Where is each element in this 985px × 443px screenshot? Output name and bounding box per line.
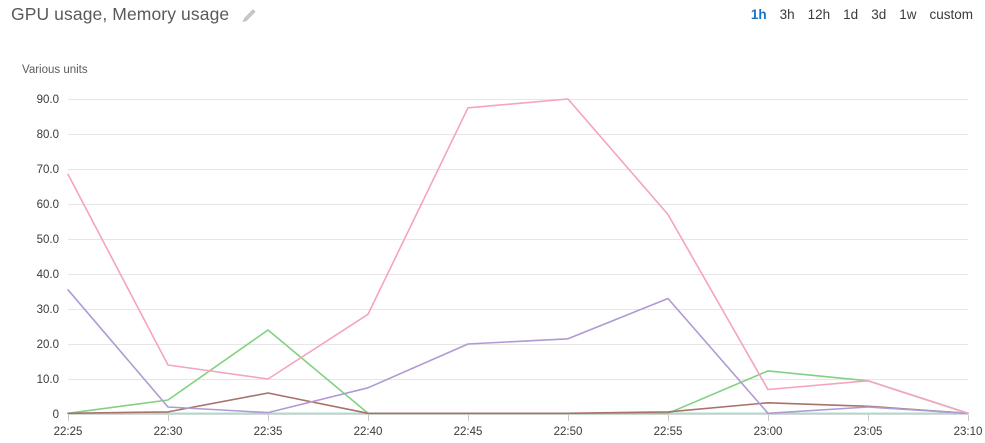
series-line-pink-series: [67, 98, 969, 415]
chart-header: GPU usage, Memory usage 1h 3h 12h 1d 3d …: [0, 0, 985, 34]
y-axis-tick-label: 0: [53, 409, 59, 421]
range-option-custom[interactable]: custom: [929, 7, 973, 22]
x-axis-tick-label: 23:05: [854, 426, 883, 438]
title-group: GPU usage, Memory usage: [11, 4, 257, 25]
pencil-icon[interactable]: [241, 8, 257, 24]
series-line-brown-series: [67, 392, 969, 415]
y-axis-tick-label: 20.0: [37, 339, 59, 351]
y-axis-tick-label: 60.0: [37, 199, 59, 211]
range-option-3h[interactable]: 3h: [779, 7, 795, 22]
y-axis-units-label: Various units: [22, 64, 88, 76]
x-axis-tick-label: 22:45: [454, 426, 483, 438]
x-axis-tick-label: 22:55: [654, 426, 683, 438]
range-option-3d[interactable]: 3d: [871, 7, 887, 22]
range-option-1d[interactable]: 1d: [843, 7, 859, 22]
y-axis-tick-label: 90.0: [37, 94, 59, 106]
y-axis-tick-label: 40.0: [37, 269, 59, 281]
x-axis-tick-label: 23:00: [754, 426, 783, 438]
x-axis-tick-label: 22:40: [354, 426, 383, 438]
y-axis-tick-label: 30.0: [37, 304, 59, 316]
x-axis-tick-label: 22:30: [154, 426, 183, 438]
y-axis-tick-label: 80.0: [37, 129, 59, 141]
y-axis-tick-label: 10.0: [37, 374, 59, 386]
x-axis-tick-label: 22:50: [554, 426, 583, 438]
y-axis-tick-label: 70.0: [37, 164, 59, 176]
y-axis-tick-label: 50.0: [37, 234, 59, 246]
series-line-green-series: [67, 329, 969, 415]
page-title: GPU usage, Memory usage: [11, 4, 230, 24]
series-line-purple-series: [67, 288, 969, 415]
x-axis-tick-label: 23:10: [954, 426, 983, 438]
range-option-1w[interactable]: 1w: [899, 7, 917, 22]
x-axis-tick-label: 22:25: [54, 426, 83, 438]
x-axis-tick-label: 22:35: [254, 426, 283, 438]
time-range-selector[interactable]: 1h 3h 12h 1d 3d 1w custom: [751, 7, 973, 22]
range-option-12h[interactable]: 12h: [807, 7, 831, 22]
range-option-1h[interactable]: 1h: [750, 7, 767, 22]
